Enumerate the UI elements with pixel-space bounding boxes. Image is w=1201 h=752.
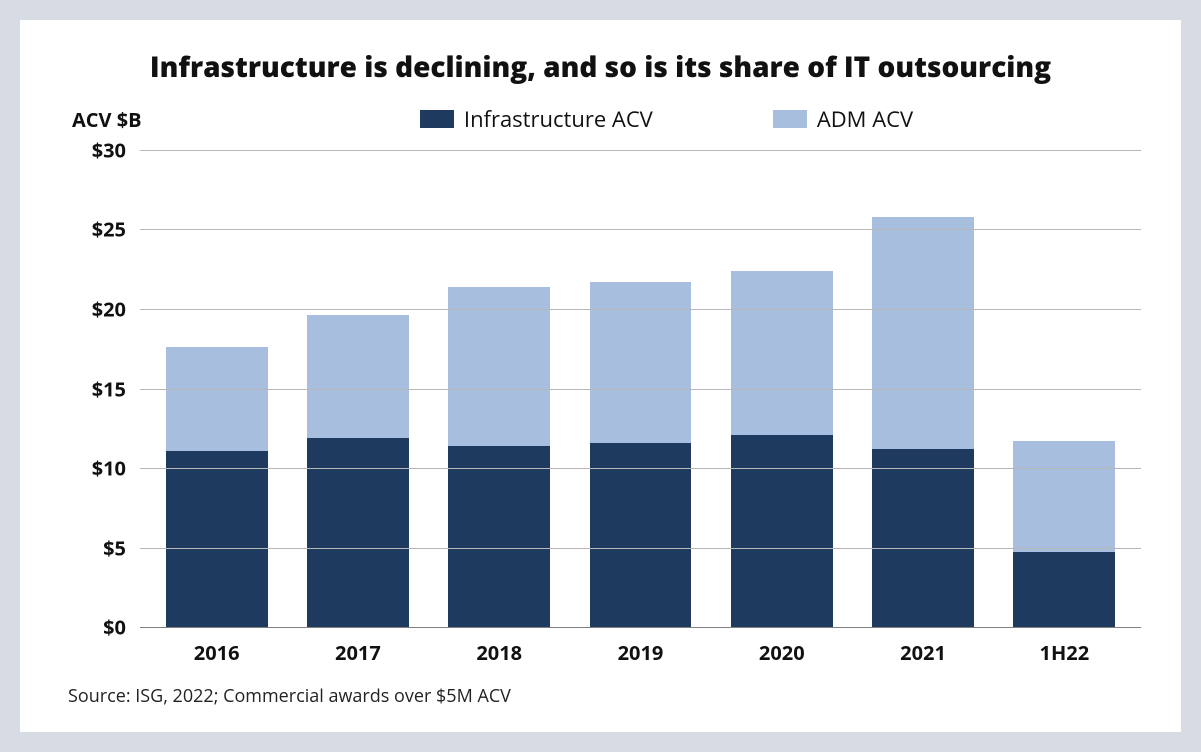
stacked-bar (872, 217, 974, 627)
gridline (140, 389, 1141, 390)
gridline (140, 548, 1141, 549)
y-tick-label: $15 (92, 375, 140, 402)
legend-label: ADM ACV (817, 104, 913, 134)
x-tick-label: 2021 (852, 639, 993, 666)
source-note: Source: ISG, 2022; Commercial awards ove… (60, 684, 1141, 708)
bar-segment (872, 449, 974, 627)
y-tick-label: $0 (103, 614, 140, 641)
y-tick-label: $25 (92, 216, 140, 243)
gridline (140, 468, 1141, 469)
stacked-bar (307, 315, 409, 627)
y-tick-label: $5 (103, 534, 140, 561)
bar-segment (448, 287, 550, 446)
y-tick-label: $20 (92, 295, 140, 322)
bar-segment (731, 271, 833, 435)
bar-segment (166, 347, 268, 450)
bar-segment (590, 443, 692, 627)
bar-segment (448, 446, 550, 627)
gridline (140, 309, 1141, 310)
bar-segment (307, 438, 409, 627)
bar-segment (166, 451, 268, 627)
bar-segment (590, 282, 692, 443)
x-tick-label: 2018 (429, 639, 570, 666)
chart-card: Infrastructure is declining, and so is i… (20, 20, 1181, 732)
legend-swatch (420, 110, 454, 128)
x-axis: 2016201720182019202020211H22 (60, 639, 1141, 666)
legend: Infrastructure ACV ADM ACV (272, 104, 1141, 134)
legend-item: ADM ACV (773, 104, 913, 134)
y-tick-label: $10 (92, 454, 140, 481)
bar-segment (307, 315, 409, 437)
bar-segment (1013, 441, 1115, 552)
stacked-bar (731, 271, 833, 627)
gridline (140, 229, 1141, 230)
chart-title: Infrastructure is declining, and so is i… (60, 48, 1141, 86)
plot-area: $0$5$10$15$20$25$30 (140, 150, 1141, 627)
x-tick-label: 2017 (287, 639, 428, 666)
y-axis-label: ACV $B (72, 106, 272, 133)
legend-label: Infrastructure ACV (464, 104, 653, 134)
chart-area: $0$5$10$15$20$25$30 (60, 150, 1141, 627)
x-tick-label: 2016 (146, 639, 287, 666)
legend-item: Infrastructure ACV (420, 104, 653, 134)
x-tick-label: 2020 (711, 639, 852, 666)
x-tick-label: 1H22 (994, 639, 1135, 666)
y-tick-label: $30 (92, 137, 140, 164)
x-tick-label: 2019 (570, 639, 711, 666)
bar-segment (731, 435, 833, 627)
bar-segment (1013, 552, 1115, 627)
gridline (140, 627, 1141, 628)
bar-segment (872, 217, 974, 449)
stacked-bar (448, 287, 550, 627)
x-ticks: 2016201720182019202020211H22 (140, 639, 1141, 666)
gridline (140, 150, 1141, 151)
stacked-bar (590, 282, 692, 627)
header-row: ACV $B Infrastructure ACV ADM ACV (60, 104, 1141, 134)
legend-swatch (773, 110, 807, 128)
